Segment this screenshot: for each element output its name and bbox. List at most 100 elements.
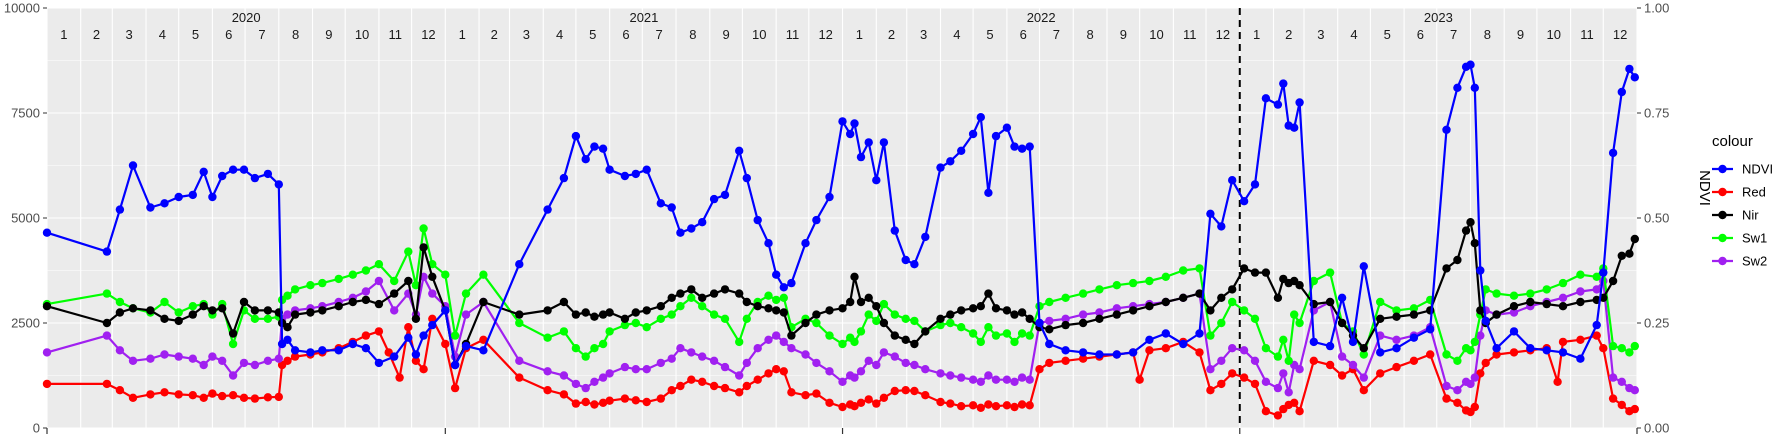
data-point-red — [228, 391, 238, 400]
data-point-nir — [1359, 344, 1369, 353]
data-point-sw1 — [720, 314, 730, 323]
data-point-sw1 — [772, 295, 781, 305]
data-point-red — [1599, 344, 1608, 353]
data-point-nir — [571, 310, 581, 319]
data-point-sw1 — [581, 352, 590, 361]
y-right-axis-title: NDVI — [1696, 170, 1713, 206]
data-point-sw2 — [910, 360, 919, 370]
data-point-red — [146, 390, 155, 399]
month-label: 12 — [1216, 27, 1230, 42]
month-label: 1 — [856, 27, 863, 42]
data-point-nir — [1325, 297, 1335, 307]
data-point-nir — [957, 306, 966, 315]
data-point-sw2 — [1250, 356, 1260, 365]
data-point-red — [1558, 337, 1568, 347]
data-point-ndvi — [838, 117, 847, 126]
month-label: 7 — [258, 27, 265, 42]
data-point-ndvi — [1481, 316, 1490, 326]
data-point-nir — [318, 306, 327, 315]
data-point-ndvi — [667, 203, 676, 212]
data-point-ndvi — [1250, 180, 1260, 189]
data-point-nir — [1337, 318, 1347, 328]
data-point-sw1 — [1128, 278, 1138, 288]
data-point-sw1 — [864, 310, 873, 319]
data-point-sw1 — [936, 320, 945, 330]
data-point-sw1 — [318, 278, 327, 288]
month-label: 3 — [920, 27, 927, 42]
data-point-nir — [1061, 320, 1070, 330]
data-point-ndvi — [1078, 348, 1088, 357]
data-point-nir — [1509, 302, 1519, 311]
data-point-sw1 — [228, 339, 238, 349]
data-point-sw1 — [361, 266, 371, 275]
month-label: 9 — [325, 27, 332, 42]
data-point-sw2 — [772, 331, 781, 340]
data-point-red — [1045, 358, 1054, 368]
data-point-nir — [1239, 264, 1249, 273]
data-point-sw1 — [1206, 331, 1215, 340]
data-point-sw2 — [720, 362, 730, 372]
data-point-red — [1025, 401, 1034, 410]
data-point-ndvi — [1492, 344, 1501, 353]
data-point-ndvi — [901, 255, 910, 265]
data-point-ndvi — [128, 161, 138, 170]
data-point-ndvi — [290, 346, 300, 355]
data-point-red — [1359, 386, 1369, 395]
data-point-nir — [1112, 310, 1122, 319]
data-point-sw1 — [825, 331, 834, 340]
data-point-sw1 — [188, 302, 197, 311]
data-point-nir — [812, 310, 821, 319]
data-point-red — [1061, 356, 1070, 365]
data-point-sw2 — [1025, 375, 1034, 384]
data-point-sw2 — [1061, 314, 1070, 323]
data-point-sw1 — [1526, 289, 1535, 298]
data-point-nir — [1461, 226, 1471, 235]
data-point-sw1 — [1061, 293, 1070, 302]
data-point-ndvi — [1128, 348, 1138, 357]
data-point-sw2 — [598, 373, 608, 382]
data-point-ndvi — [1010, 142, 1019, 151]
data-point-nir — [631, 308, 640, 317]
data-point-sw1 — [764, 291, 773, 300]
data-point-sw2 — [160, 350, 169, 359]
data-point-red — [1239, 373, 1249, 382]
data-point-nir — [239, 297, 249, 307]
data-point-sw1 — [1250, 314, 1260, 323]
data-point-sw1 — [698, 302, 707, 311]
data-point-sw1 — [1273, 352, 1283, 361]
data-point-sw1 — [543, 333, 552, 342]
data-point-red — [404, 323, 413, 332]
legend-title: colour — [1712, 133, 1753, 150]
data-point-sw1 — [1290, 310, 1299, 319]
data-point-nir — [590, 312, 599, 321]
data-point-ndvi — [850, 119, 859, 128]
data-point-sw2 — [1095, 308, 1104, 317]
data-point-ndvi — [1442, 125, 1451, 134]
data-point-red — [921, 391, 930, 400]
data-point-ndvi — [957, 146, 966, 155]
data-point-ndvi — [1045, 339, 1054, 349]
month-label: 10 — [355, 27, 369, 42]
data-point-ndvi — [764, 239, 773, 248]
month-label: 8 — [689, 27, 696, 42]
data-point-sw1 — [590, 344, 599, 353]
month-label: 5 — [1384, 27, 1391, 42]
month-label: 10 — [1547, 27, 1561, 42]
month-label: 12 — [1613, 27, 1627, 42]
data-point-ndvi — [1195, 329, 1204, 338]
data-point-sw2 — [742, 358, 751, 368]
data-point-sw2 — [901, 358, 910, 368]
data-point-ndvi — [318, 346, 327, 355]
data-point-sw2 — [801, 350, 810, 359]
data-point-red — [991, 402, 1001, 411]
data-point-sw1 — [1558, 278, 1568, 288]
data-point-red — [709, 381, 719, 391]
data-point-sw1 — [559, 327, 569, 336]
data-point-nir — [228, 329, 238, 338]
data-point-red — [850, 402, 859, 411]
data-point-red — [720, 383, 730, 393]
data-point-nir — [1426, 306, 1435, 315]
data-point-ndvi — [115, 205, 125, 214]
data-point-ndvi — [687, 224, 696, 233]
